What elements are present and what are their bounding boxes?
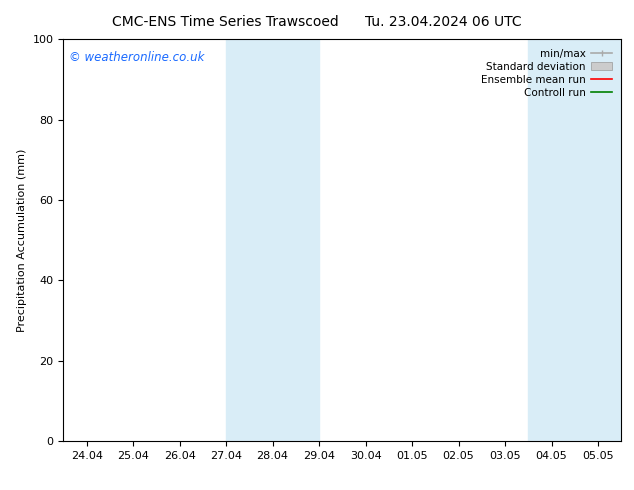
Bar bbox=[528, 39, 621, 441]
Y-axis label: Precipitation Accumulation (mm): Precipitation Accumulation (mm) bbox=[17, 148, 27, 332]
Bar bbox=[226, 39, 319, 441]
Text: CMC-ENS Time Series Trawscoed      Tu. 23.04.2024 06 UTC: CMC-ENS Time Series Trawscoed Tu. 23.04.… bbox=[112, 15, 522, 29]
Text: © weatheronline.co.uk: © weatheronline.co.uk bbox=[69, 51, 204, 64]
Legend: min/max, Standard deviation, Ensemble mean run, Controll run: min/max, Standard deviation, Ensemble me… bbox=[477, 45, 616, 102]
